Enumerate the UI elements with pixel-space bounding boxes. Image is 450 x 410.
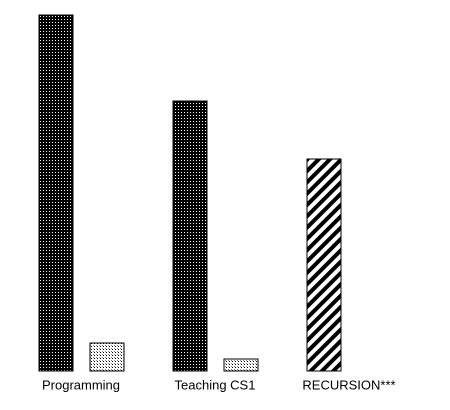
x-tick-label: Programming (42, 377, 120, 392)
bar (89, 342, 125, 372)
x-tick-label: Teaching CS1 (175, 377, 256, 392)
bar (38, 14, 74, 372)
bar (223, 358, 259, 372)
bar (306, 158, 342, 372)
bar (172, 100, 208, 372)
x-tick-label: RECURSION*** (302, 377, 395, 392)
